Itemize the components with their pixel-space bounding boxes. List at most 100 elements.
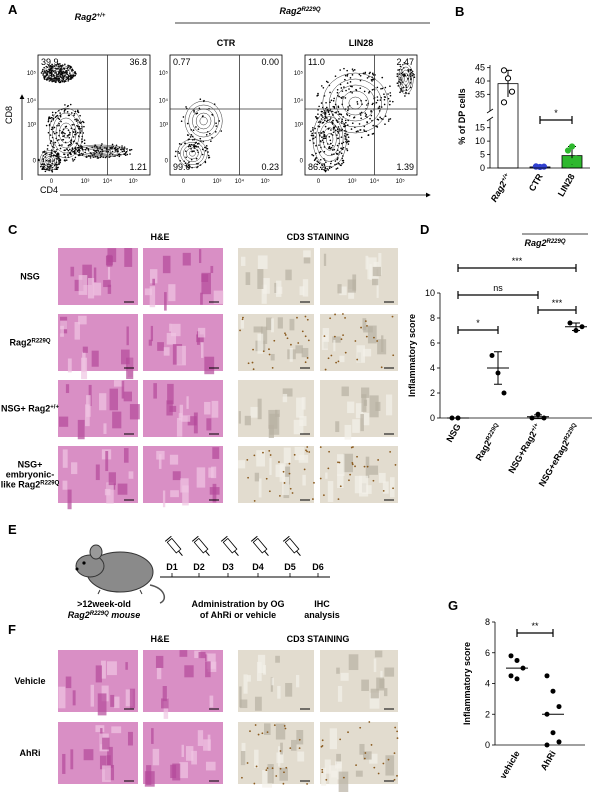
event-dot	[50, 116, 53, 119]
histology-image	[58, 314, 138, 380]
tissue-texture	[370, 688, 379, 699]
event-dot	[311, 134, 313, 137]
tissue-texture	[151, 728, 154, 744]
event-dot	[71, 147, 74, 149]
cd3-stain	[286, 337, 289, 340]
event-dot	[47, 70, 50, 73]
cd3-stain	[337, 498, 340, 500]
event-dot	[69, 65, 72, 68]
tissue-texture	[101, 660, 106, 679]
contour	[93, 149, 106, 153]
event-dot	[178, 143, 181, 145]
cd3-stain	[289, 487, 292, 490]
treatment-label: of AhRi or vehicle	[200, 610, 276, 620]
cd3-stain	[321, 768, 324, 771]
event-dot	[349, 85, 352, 88]
event-dot	[207, 151, 209, 153]
event-dot	[207, 154, 210, 157]
event-dot	[344, 97, 347, 99]
text-part: NSG+ Rag2	[1, 404, 50, 414]
tissue-texture	[337, 454, 345, 477]
event-dot	[376, 96, 379, 98]
cd3-stain	[366, 324, 368, 327]
event-dot	[75, 142, 78, 144]
histology-image	[143, 248, 224, 311]
event-dot	[73, 72, 76, 74]
tissue-texture	[369, 692, 380, 709]
tissue-texture	[103, 423, 107, 434]
event-dot	[59, 147, 62, 150]
event-dot	[314, 115, 317, 118]
cd3-stain	[246, 762, 249, 764]
y-tick-label: 10⁴	[159, 98, 169, 105]
mouse-label: >12week-old	[77, 599, 131, 609]
cd3-stain	[303, 468, 306, 471]
cd3-stain	[377, 772, 380, 775]
histology-image	[320, 721, 399, 792]
panel-letter: C	[8, 222, 18, 237]
event-dot	[329, 147, 332, 150]
event-dot	[66, 105, 69, 108]
contour	[177, 139, 208, 168]
event-dot	[196, 143, 199, 145]
data-point	[572, 155, 580, 162]
tissue-texture	[369, 465, 379, 475]
cd3-stain	[337, 461, 339, 464]
event-dot	[350, 128, 353, 130]
event-dot	[331, 144, 334, 147]
cd3-stain	[370, 744, 373, 746]
syringe-body	[222, 537, 238, 554]
tissue-texture	[268, 424, 274, 438]
event-dot	[182, 116, 185, 118]
contour	[402, 72, 410, 86]
tissue-texture	[70, 749, 74, 770]
event-dot	[327, 81, 329, 84]
cd3-stain	[376, 340, 379, 342]
significance-bracket	[457, 326, 499, 334]
tissue-texture	[382, 481, 389, 494]
cd3-stain	[377, 459, 380, 461]
event-dot	[323, 150, 326, 153]
cd3-stain	[284, 334, 287, 336]
cd3-stain	[298, 747, 301, 750]
event-dot	[64, 149, 66, 151]
significance-bracket	[516, 629, 554, 637]
cd3-stain	[271, 767, 274, 770]
event-dot	[333, 106, 336, 108]
cd3-stain	[342, 334, 344, 337]
event-dot	[314, 132, 316, 134]
tissue-texture	[93, 267, 97, 283]
tissue-texture	[327, 481, 334, 502]
event-dot	[117, 153, 120, 156]
event-dot	[400, 87, 402, 90]
y-tick-label: 4	[430, 363, 435, 373]
cd3-stain	[321, 771, 324, 774]
event-dot	[204, 149, 207, 152]
event-dot	[51, 63, 53, 66]
tissue-texture	[172, 763, 181, 781]
event-dot	[396, 75, 399, 78]
event-dot	[51, 126, 54, 129]
event-dot	[389, 100, 391, 103]
cd3-stain	[266, 767, 269, 770]
event-dot	[129, 149, 131, 152]
tissue-texture	[187, 416, 197, 426]
event-dot	[192, 129, 195, 132]
event-dot	[371, 78, 374, 81]
event-dot	[74, 156, 77, 159]
cd3-stain	[275, 775, 278, 777]
event-dot	[328, 167, 331, 169]
cd3-stain	[268, 348, 270, 351]
event-dot	[384, 123, 386, 126]
event-dot	[379, 99, 382, 101]
event-dot	[83, 125, 85, 128]
event-dot	[60, 132, 63, 134]
event-dot	[59, 115, 62, 118]
event-dot	[339, 130, 341, 132]
event-dot	[337, 126, 340, 128]
tissue-texture	[114, 696, 120, 709]
event-dot	[343, 86, 345, 88]
event-dot	[334, 129, 337, 132]
tissue-texture	[211, 400, 219, 418]
